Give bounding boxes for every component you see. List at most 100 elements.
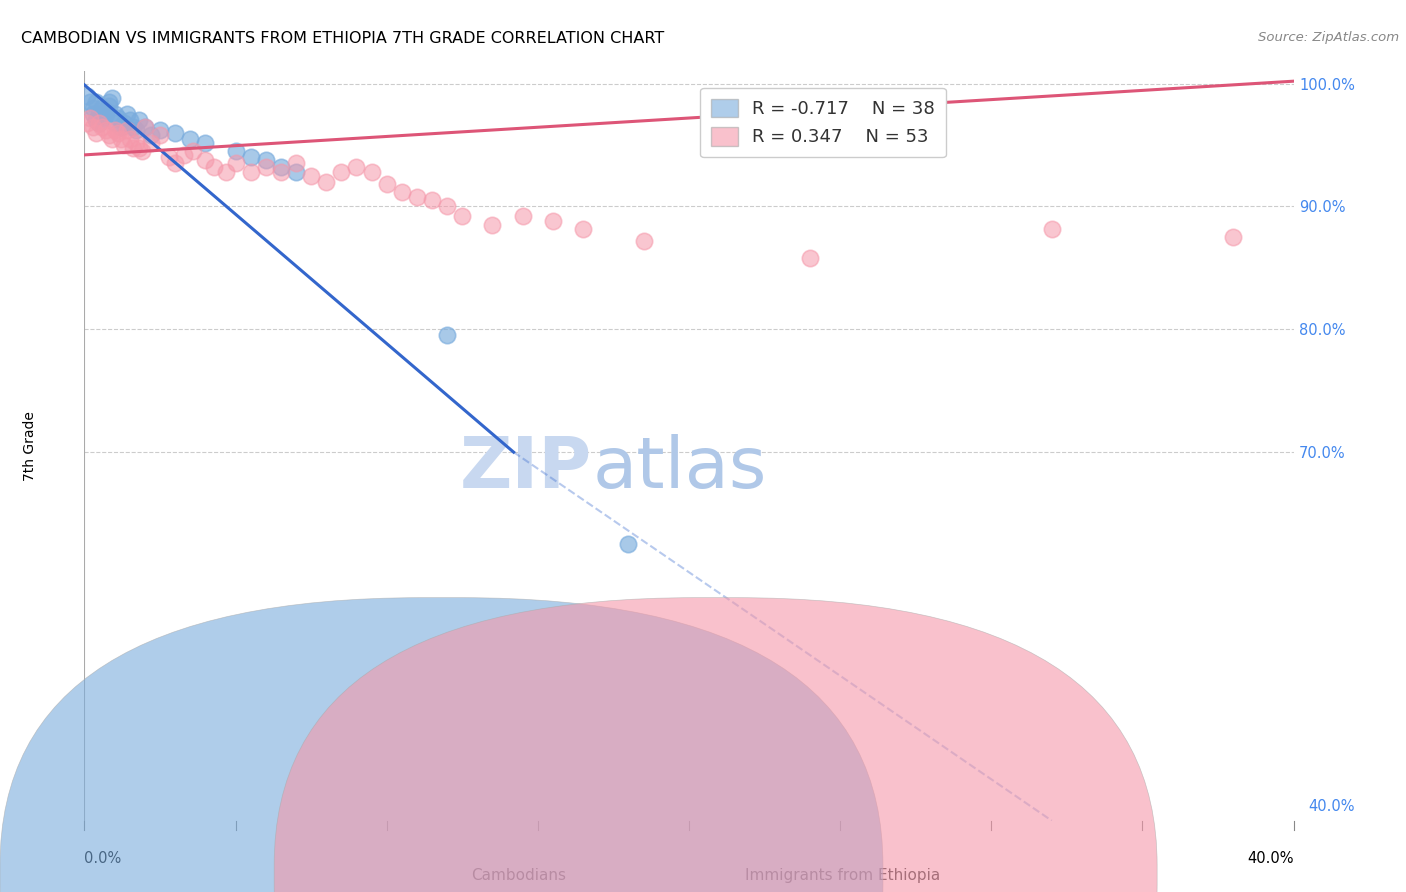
Point — [86, 95, 108, 109]
Point — [82, 120, 104, 134]
Point — [115, 123, 138, 137]
Point — [436, 199, 458, 213]
Point — [165, 126, 187, 140]
Point — [139, 128, 162, 143]
Point — [100, 91, 122, 105]
Text: 0.0%: 0.0% — [84, 851, 121, 866]
Point — [94, 103, 117, 118]
Point — [254, 153, 277, 167]
Point — [285, 165, 308, 179]
Point — [139, 136, 162, 150]
Point — [112, 138, 135, 153]
Point — [299, 169, 322, 183]
Point — [79, 95, 101, 109]
Point — [134, 120, 156, 134]
Point — [481, 218, 503, 232]
Point — [360, 165, 382, 179]
Point — [91, 111, 114, 125]
Point — [128, 140, 150, 154]
Point — [107, 111, 129, 125]
Point — [1222, 230, 1244, 244]
Point — [541, 214, 564, 228]
Point — [100, 132, 122, 146]
Point — [149, 128, 172, 143]
Point — [315, 175, 337, 189]
Point — [239, 165, 262, 179]
Point — [194, 153, 217, 167]
Text: Cambodians: Cambodians — [471, 868, 567, 882]
Point — [104, 107, 127, 121]
Point — [82, 101, 104, 115]
Point — [134, 120, 156, 134]
Point — [86, 113, 108, 128]
Point — [115, 107, 138, 121]
Point — [89, 116, 111, 130]
Point — [86, 126, 108, 140]
Point — [330, 165, 353, 179]
Point — [285, 156, 308, 170]
Point — [270, 165, 292, 179]
Point — [112, 116, 135, 130]
Point — [128, 113, 150, 128]
Point — [202, 160, 225, 174]
Point — [239, 150, 262, 164]
Point — [225, 145, 247, 159]
Point — [149, 123, 172, 137]
Point — [131, 145, 153, 159]
Point — [125, 123, 148, 137]
Point — [94, 123, 117, 137]
Point — [91, 120, 114, 134]
Point — [1040, 221, 1063, 235]
Text: 40.0%: 40.0% — [1247, 851, 1294, 866]
Point — [512, 209, 534, 223]
Point — [270, 160, 292, 174]
Text: CAMBODIAN VS IMMIGRANTS FROM ETHIOPIA 7TH GRADE CORRELATION CHART: CAMBODIAN VS IMMIGRANTS FROM ETHIOPIA 7T… — [21, 31, 665, 46]
Point — [76, 116, 98, 130]
Text: Immigrants from Ethiopia: Immigrants from Ethiopia — [745, 868, 941, 882]
Point — [799, 251, 821, 265]
Text: Source: ZipAtlas.com: Source: ZipAtlas.com — [1258, 31, 1399, 45]
Point — [118, 113, 141, 128]
Point — [173, 148, 195, 162]
Point — [179, 132, 201, 146]
Point — [118, 132, 141, 146]
Point — [633, 234, 655, 248]
Text: 40.0%: 40.0% — [1309, 799, 1355, 814]
Text: ZIP: ZIP — [460, 434, 592, 503]
Point — [110, 132, 132, 146]
Point — [97, 95, 120, 109]
Point — [97, 99, 120, 113]
Point — [436, 328, 458, 343]
Point — [110, 120, 132, 134]
Point — [79, 111, 101, 125]
Point — [104, 116, 127, 130]
Point — [76, 89, 98, 103]
Point — [107, 126, 129, 140]
Point — [157, 150, 180, 164]
Point — [375, 178, 398, 192]
Legend: R = -0.717    N = 38, R = 0.347    N = 53: R = -0.717 N = 38, R = 0.347 N = 53 — [700, 88, 946, 157]
Point — [121, 120, 143, 134]
Point — [346, 160, 368, 174]
Point — [82, 107, 104, 121]
Point — [254, 160, 277, 174]
Point — [406, 189, 429, 203]
Point — [181, 145, 204, 159]
Point — [97, 128, 120, 143]
Point — [89, 116, 111, 130]
Point — [165, 156, 187, 170]
Point — [94, 107, 117, 121]
Point — [451, 209, 474, 223]
Point — [572, 221, 595, 235]
Point — [89, 107, 111, 121]
Point — [121, 140, 143, 154]
Point — [91, 101, 114, 115]
Point — [104, 123, 127, 137]
Point — [194, 136, 217, 150]
Point — [215, 165, 238, 179]
Point — [617, 537, 640, 551]
Text: 7th Grade: 7th Grade — [22, 411, 37, 481]
Point — [420, 194, 443, 208]
Point — [125, 136, 148, 150]
Point — [391, 185, 413, 199]
